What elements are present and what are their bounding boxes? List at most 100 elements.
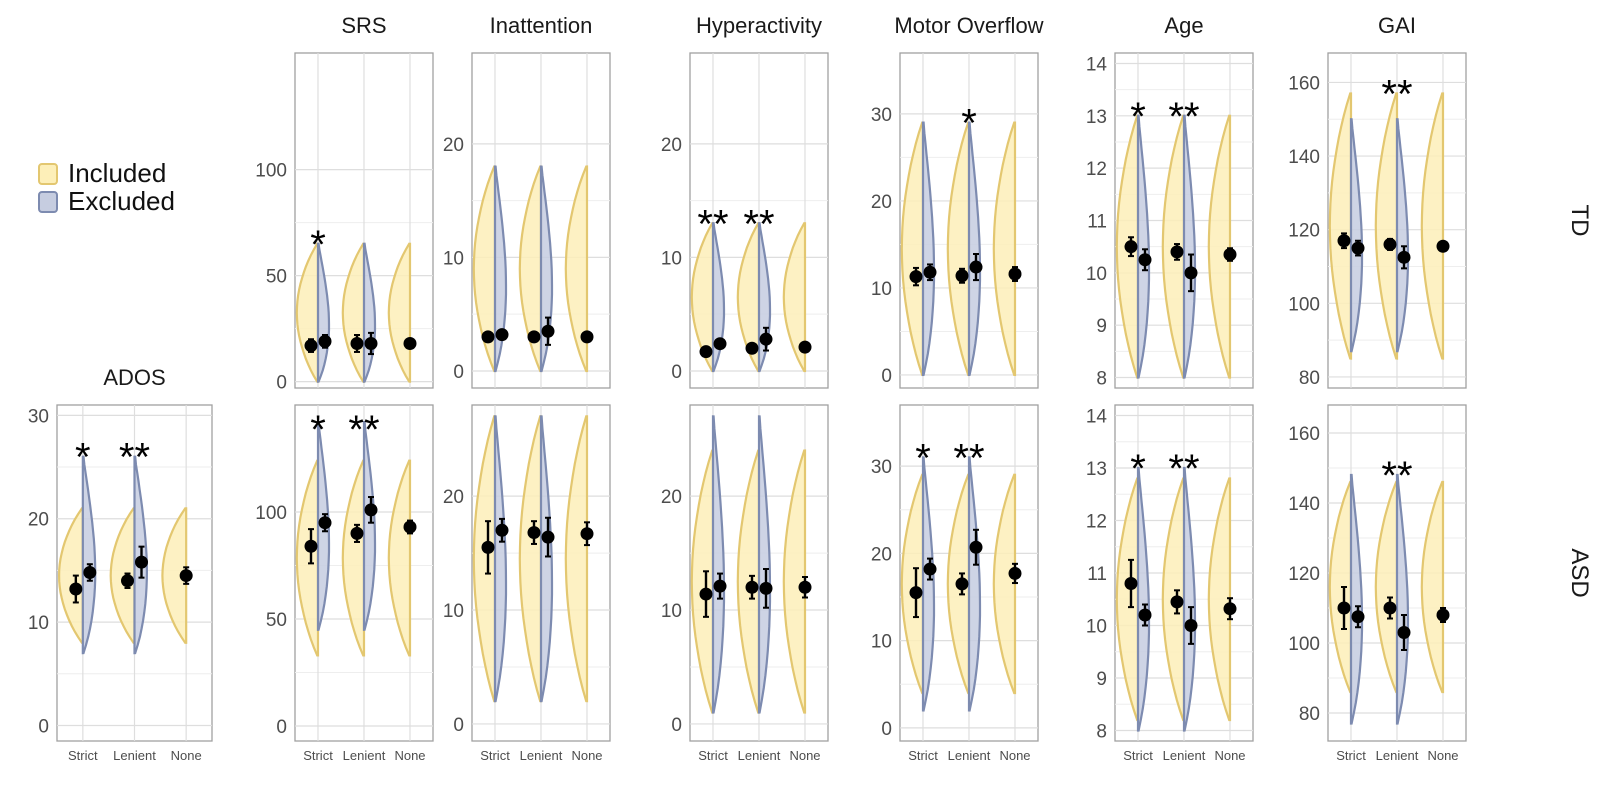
mean-point — [955, 269, 969, 283]
x-tick-label: Strict — [1123, 748, 1153, 763]
significance-stars: * — [1130, 447, 1146, 491]
mean-point — [1008, 267, 1022, 281]
significance-stars: ** — [697, 202, 728, 246]
y-tick-label: 120 — [1288, 564, 1320, 585]
violin-included-strict — [57, 507, 84, 644]
mean-point — [350, 526, 364, 540]
violin-excluded-strict — [1136, 114, 1151, 379]
y-tick-label: 20 — [28, 510, 49, 531]
y-tick-label: 14 — [1086, 54, 1108, 75]
violin-excluded-strict — [493, 415, 508, 703]
mean-point — [1184, 619, 1198, 632]
x-tick-label: None — [171, 748, 202, 763]
y-tick-label: 100 — [1288, 294, 1320, 315]
mean-point — [350, 336, 364, 350]
mean-point — [69, 582, 83, 596]
panel-title: ADOS — [103, 365, 165, 390]
mean-point — [759, 332, 773, 346]
panel-title: GAI — [1378, 13, 1416, 38]
violin-excluded-strict — [1349, 118, 1364, 353]
mean-point — [403, 520, 417, 534]
legend-included-label: Included — [68, 158, 167, 188]
significance-stars: * — [915, 436, 931, 480]
mean-point — [798, 340, 812, 354]
violin-excluded-strict — [711, 415, 726, 714]
y-tick-label: 8 — [1096, 722, 1107, 743]
x-tick-label: Strict — [480, 748, 510, 763]
panel-srs-0: 0 50 100 * SRS — [255, 13, 434, 394]
y-tick-label: 0 — [38, 716, 49, 737]
y-tick-label: 0 — [276, 717, 287, 738]
mean-point — [1223, 248, 1237, 262]
mean-point — [713, 337, 727, 351]
x-tick-label: None — [789, 748, 820, 763]
violin-excluded-lenient — [757, 415, 772, 714]
mean-point — [121, 574, 134, 588]
violin-excluded-lenient — [1182, 114, 1197, 379]
mean-point — [759, 581, 773, 595]
y-tick-label: 30 — [28, 406, 49, 427]
panel-asd-9: 0 10 20 Strict Lenient None — [661, 404, 829, 763]
y-tick-label: 50 — [266, 267, 287, 288]
y-tick-label: 120 — [1288, 221, 1320, 242]
x-tick-label: None — [1427, 748, 1458, 763]
violin-included-lenient — [518, 415, 543, 703]
significance-stars: ** — [1381, 454, 1412, 498]
x-tick-label: None — [394, 748, 425, 763]
mean-point — [1337, 234, 1351, 248]
panel-title: Age — [1164, 13, 1203, 38]
mean-point — [699, 587, 713, 601]
y-tick-label: 20 — [661, 135, 682, 156]
mean-point — [909, 586, 923, 600]
mean-point — [1124, 240, 1138, 254]
violin-included-lenient — [1374, 480, 1399, 694]
mean-point — [1138, 253, 1152, 267]
violin-included-strict — [1115, 477, 1140, 722]
x-tick-label: None — [999, 748, 1030, 763]
violin-included-strict — [690, 449, 715, 714]
mean-point — [481, 330, 495, 344]
y-tick-label: 0 — [671, 715, 682, 736]
x-tick-label: None — [1214, 748, 1245, 763]
panel-hyperactivity-2: 0 10 20 ** ** Hyperactivity — [661, 13, 829, 389]
mean-point — [909, 270, 923, 284]
x-tick-label: Lenient — [948, 748, 991, 763]
y-tick-label: 140 — [1288, 147, 1320, 168]
y-tick-label: 10 — [1086, 264, 1107, 285]
violin-included-lenient — [736, 449, 761, 714]
significance-stars: * — [310, 223, 326, 267]
violin-excluded-strict — [921, 121, 936, 377]
y-tick-label: 14 — [1086, 407, 1108, 428]
y-tick-label: 12 — [1086, 159, 1107, 180]
y-tick-label: 160 — [1288, 424, 1320, 445]
mean-point — [304, 539, 318, 553]
panel-title: Motor Overflow — [894, 13, 1043, 38]
violin-included-none — [1420, 92, 1445, 360]
panel-inattention-1: 0 10 20 Inattention — [443, 13, 611, 389]
violin-excluded-strict — [921, 456, 936, 712]
y-tick-label: 0 — [881, 719, 892, 740]
mean-point — [1397, 250, 1411, 264]
x-tick-label: Lenient — [738, 748, 781, 763]
mean-point — [1351, 610, 1365, 624]
x-tick-label: Strict — [1336, 748, 1366, 763]
legend-excluded: Excluded — [38, 186, 175, 217]
mean-point — [527, 330, 541, 344]
mean-point — [1124, 577, 1138, 590]
violin-included-none — [1420, 480, 1445, 694]
violin-included-none — [1207, 114, 1232, 379]
y-tick-label: 140 — [1288, 494, 1320, 515]
panel-asd-12: 80 100 120 140 160 ** Strict Lenient None — [1288, 404, 1467, 763]
violin-excluded-lenient — [1182, 466, 1197, 732]
legend-excluded-label: Excluded — [68, 186, 175, 216]
x-tick-label: Strict — [908, 748, 938, 763]
violin-included-lenient — [341, 459, 366, 657]
significance-stars: * — [961, 102, 977, 146]
violin-included-none — [782, 449, 807, 714]
x-tick-label: None — [571, 748, 602, 763]
significance-stars: ** — [1168, 95, 1199, 139]
y-tick-label: 20 — [871, 192, 892, 213]
mean-point — [364, 336, 378, 350]
mean-point — [713, 579, 727, 593]
